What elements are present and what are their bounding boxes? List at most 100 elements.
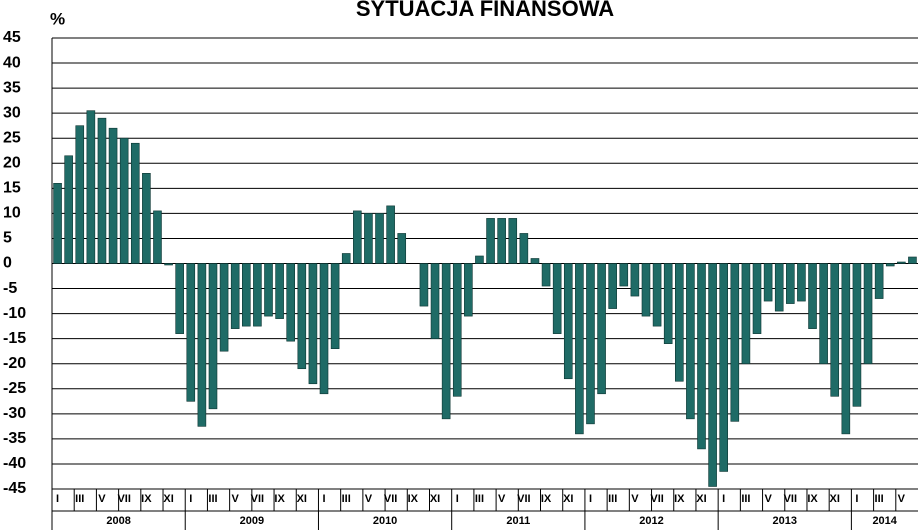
x-tick-label: I	[722, 493, 725, 505]
x-tick-label: III	[208, 493, 217, 505]
bar	[53, 183, 62, 264]
x-tick-label: III	[741, 493, 750, 505]
bar	[430, 263, 440, 339]
bar	[486, 218, 495, 264]
bar	[330, 263, 340, 349]
year-label: 2008	[106, 515, 130, 527]
bar	[874, 263, 884, 299]
bar	[275, 263, 284, 319]
bar	[197, 263, 207, 427]
y-tick-label: 45	[3, 29, 21, 46]
x-tick-label: V	[764, 493, 772, 505]
bar	[119, 137, 129, 264]
bar	[619, 263, 629, 287]
bar	[264, 263, 273, 317]
x-tick-label: VII	[517, 493, 530, 505]
bar	[563, 263, 573, 380]
bar	[386, 205, 395, 264]
y-tick-label: -25	[3, 380, 26, 397]
x-tick-label: IX	[674, 493, 685, 505]
bar	[464, 263, 473, 317]
x-tick-label: XI	[830, 493, 840, 505]
bar	[508, 218, 518, 264]
bar	[219, 263, 229, 352]
bar	[608, 263, 617, 309]
bar	[164, 263, 173, 266]
y-tick-label: -5	[3, 280, 17, 297]
x-tick-label: III	[608, 493, 617, 505]
y-tick-label: 25	[3, 129, 21, 146]
x-tick-label: XI	[297, 493, 307, 505]
bar	[130, 142, 140, 264]
x-tick-label: V	[232, 493, 240, 505]
bar	[541, 263, 551, 287]
x-tick-label: V	[631, 493, 639, 505]
bar	[175, 263, 184, 334]
x-tick-label: I	[589, 493, 592, 505]
bar	[108, 127, 118, 264]
bar	[186, 263, 196, 402]
year-label: 2012	[639, 515, 663, 527]
bar	[841, 263, 851, 435]
y-tick-label: -10	[3, 305, 26, 322]
bar	[597, 263, 606, 395]
bar	[241, 263, 251, 327]
y-tick-label: 0	[3, 255, 12, 272]
y-tick-label: 10	[3, 205, 21, 222]
x-tick-label: III	[475, 493, 484, 505]
bar	[230, 263, 240, 329]
bar	[863, 263, 873, 365]
bar	[630, 263, 640, 297]
x-tick-label: I	[855, 493, 858, 505]
y-tick-label: -40	[3, 455, 26, 472]
bar	[86, 110, 96, 264]
bar	[830, 263, 840, 397]
x-tick-label: IX	[274, 493, 285, 505]
bar	[674, 263, 684, 382]
bar	[364, 213, 373, 264]
bar	[75, 125, 85, 264]
bar	[375, 213, 384, 264]
x-tick-label: III	[342, 493, 351, 505]
bar	[575, 263, 584, 435]
bar	[708, 263, 717, 487]
bar	[441, 263, 451, 420]
bar	[297, 263, 307, 370]
y-tick-label: -35	[3, 430, 26, 447]
bar	[452, 263, 462, 397]
y-axis-label: %	[50, 9, 65, 28]
bar	[419, 263, 429, 307]
x-tick-label: VII	[384, 493, 397, 505]
year-label: 2011	[506, 515, 530, 527]
x-tick-label: V	[98, 493, 106, 505]
x-tick-label: XI	[163, 493, 173, 505]
x-tick-label: XI	[430, 493, 440, 505]
bar	[786, 263, 795, 304]
y-tick-label: 5	[3, 230, 12, 247]
bar	[741, 263, 751, 365]
bar	[852, 263, 862, 407]
x-tick-label: IX	[408, 493, 419, 505]
bar	[253, 263, 262, 327]
bar	[819, 263, 828, 365]
bar	[763, 263, 773, 302]
y-tick-label: 30	[3, 104, 21, 121]
y-tick-label: 40	[3, 54, 21, 71]
bar	[64, 155, 73, 264]
bar	[353, 210, 362, 264]
bar	[497, 218, 506, 264]
bar	[308, 263, 318, 385]
chart-title: SYTUACJA FINANSOWA	[356, 0, 614, 21]
x-tick-label: V	[365, 493, 373, 505]
bar	[663, 263, 673, 344]
y-tick-label: -15	[3, 330, 26, 347]
y-tick-label: -20	[3, 355, 26, 372]
bar	[752, 263, 762, 334]
bar	[908, 256, 917, 264]
x-tick-label: V	[898, 493, 906, 505]
bar	[475, 255, 484, 264]
y-tick-label: -45	[3, 480, 26, 497]
bar	[897, 261, 906, 264]
year-label: 2010	[373, 515, 397, 527]
